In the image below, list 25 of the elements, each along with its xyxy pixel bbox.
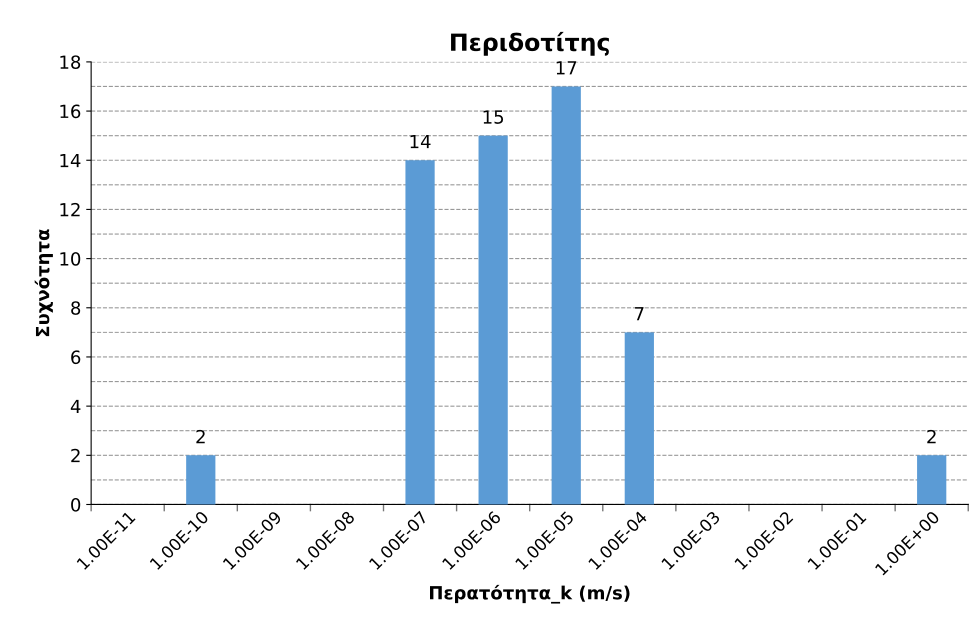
y-axis-title: Συχνότητα [34, 229, 53, 336]
bar [624, 332, 654, 504]
chart-title: Περιδοτίτης [451, 32, 609, 56]
bar [186, 455, 216, 504]
data-label: 2 [196, 430, 205, 444]
bar [405, 160, 435, 504]
data-label: 2 [927, 430, 936, 444]
bar [917, 455, 946, 504]
y-tick-label: 16 [60, 104, 80, 118]
bar [552, 86, 581, 504]
data-label: 7 [635, 307, 644, 320]
data-label: 14 [410, 135, 431, 148]
data-label: 17 [556, 61, 576, 74]
y-tick-label: 2 [71, 448, 80, 462]
y-tick-label: 8 [71, 301, 80, 315]
x-axis-title: Περατότητα_k (m/s) [430, 584, 630, 604]
y-tick-label: 12 [60, 202, 80, 216]
y-tick-label: 10 [60, 252, 80, 266]
data-label: 15 [484, 110, 504, 124]
y-tick-label: 4 [70, 400, 80, 413]
y-tick-label: 18 [60, 55, 80, 70]
y-tick-label: 14 [60, 154, 80, 168]
y-tick-label: 0 [71, 498, 80, 512]
y-tick-label: 6 [71, 350, 80, 364]
bar [478, 136, 508, 504]
